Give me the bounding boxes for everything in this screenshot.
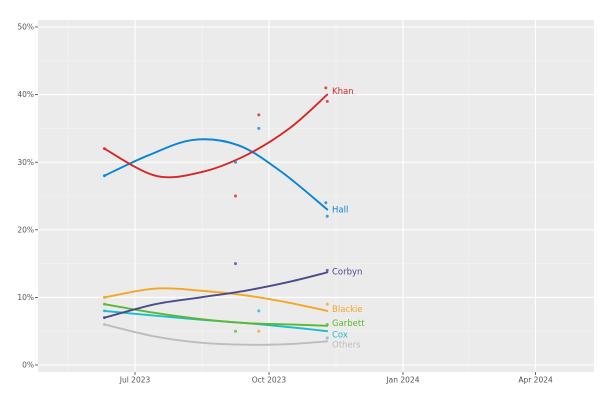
x-tick-label: Jan 2024 xyxy=(385,376,419,385)
y-tick-label: 10% xyxy=(17,293,34,302)
y-axis: 0% 10% 20% 30% 40% 50% xyxy=(17,23,38,370)
poll-point-hall xyxy=(325,214,329,218)
trend-lines xyxy=(103,93,329,346)
trend-line-corbyn xyxy=(103,271,329,319)
poll-point-blackie xyxy=(257,329,261,333)
poll-point-garbett xyxy=(102,302,106,306)
trend-line-garbett xyxy=(103,303,329,327)
y-tick-label: 30% xyxy=(17,158,34,167)
poll-point-corbyn xyxy=(325,268,329,272)
series-label-khan: Khan xyxy=(332,87,354,97)
x-tick-label: Oct 2023 xyxy=(252,376,287,385)
data-points xyxy=(102,86,329,340)
poll-point-khan xyxy=(324,86,328,90)
poll-point-hall xyxy=(234,160,237,164)
poll-point-blackie xyxy=(325,302,329,306)
major-gridlines xyxy=(38,20,594,372)
series-label-others: Others xyxy=(332,341,361,351)
y-tick-label: 50% xyxy=(17,23,34,32)
poll-point-garbett xyxy=(325,322,329,326)
series-label-corbyn: Corbyn xyxy=(332,268,362,278)
trend-line-others xyxy=(103,323,329,346)
poll-point-others xyxy=(102,322,106,326)
trend-line-khan xyxy=(103,93,329,179)
x-tick-label: Jul 2023 xyxy=(119,376,151,385)
poll-point-khan xyxy=(102,147,106,151)
poll-point-hall xyxy=(324,201,328,205)
trend-line-hall xyxy=(103,138,329,211)
poll-point-cox xyxy=(102,309,106,313)
series-label-hall: Hall xyxy=(332,206,348,216)
poll-point-corbyn xyxy=(102,316,106,320)
poll-point-hall xyxy=(257,126,261,130)
poll-point-others xyxy=(325,336,329,340)
series-label-garbett: Garbett xyxy=(332,319,365,329)
poll-point-khan xyxy=(325,99,329,103)
poll-point-khan xyxy=(234,194,237,198)
x-axis: Jul 2023 Oct 2023 Jan 2024 Apr 2024 xyxy=(119,372,553,385)
poll-point-hall xyxy=(102,174,106,178)
y-tick-label: 0% xyxy=(22,361,34,370)
poll-point-khan xyxy=(257,113,261,117)
trend-line-blackie xyxy=(103,287,329,312)
y-tick-label: 20% xyxy=(17,225,34,234)
x-tick-label: Apr 2024 xyxy=(518,376,553,385)
y-tick-label: 40% xyxy=(17,90,34,99)
poll-point-cox xyxy=(257,309,261,313)
series-label-cox: Cox xyxy=(332,331,348,341)
poll-point-garbett xyxy=(234,329,237,333)
poll-point-blackie xyxy=(102,295,106,299)
series-label-blackie: Blackie xyxy=(332,305,363,315)
poll-point-corbyn xyxy=(234,262,237,266)
